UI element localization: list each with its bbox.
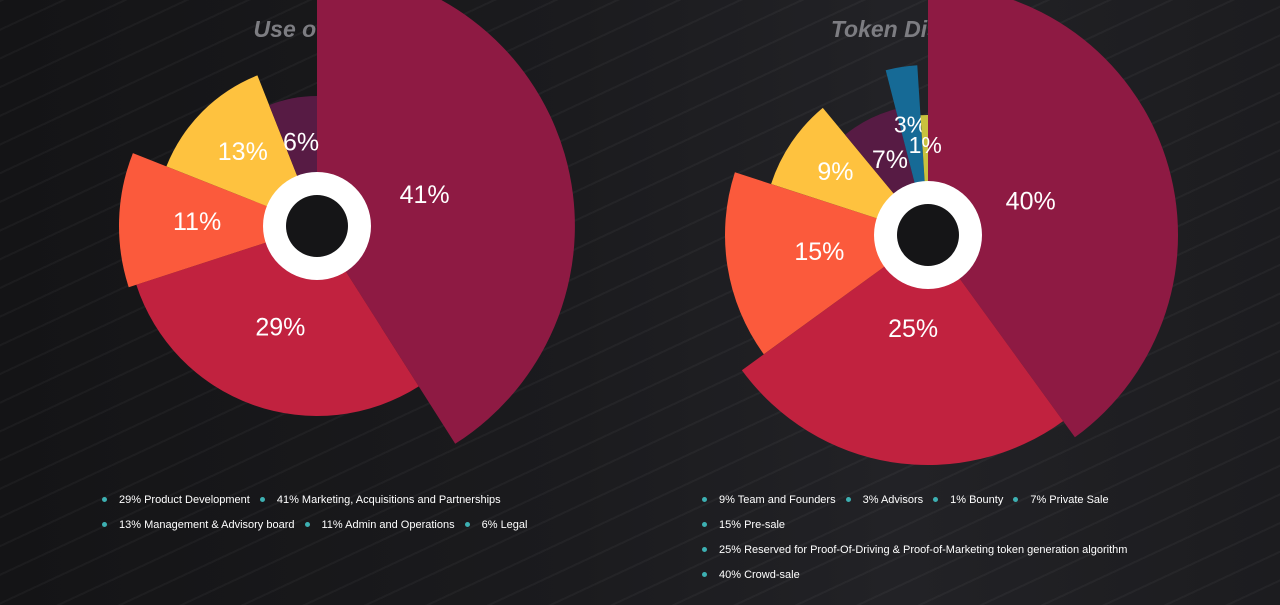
legend-bullet-icon <box>702 572 707 577</box>
legend-bullet-icon <box>702 547 707 552</box>
legend-row: 13% Management & Advisory board 11% Admin… <box>102 512 537 537</box>
legend-item: 3% Advisors <box>845 493 924 506</box>
legend-bullet-icon <box>845 497 851 502</box>
legend-label: 41% Marketing, Acquisitions and Partners… <box>276 493 501 506</box>
use-of-fund-legend: 29% Product Development 41% Marketing, Ac… <box>102 487 537 537</box>
pie-slice-15 <box>724 172 928 355</box>
slice-label-11: 11% <box>173 208 221 236</box>
legend-label: 29% Product Development <box>119 493 250 506</box>
slice-label-6: 6% <box>283 129 319 157</box>
legend-bullet-icon <box>102 522 107 527</box>
legend-item: 25% Reserved for Proof-Of-Driving & Proo… <box>702 544 1127 556</box>
legend-bullet-icon <box>102 497 107 502</box>
slice-label-41: 41% <box>400 181 450 209</box>
legend-bullet-icon <box>304 522 310 527</box>
center-hole <box>897 204 959 266</box>
legend-label: 25% Reserved for Proof-Of-Driving & Proo… <box>719 543 1128 556</box>
legend-item: 13% Management & Advisory board <box>102 519 295 531</box>
legend-row: 25% Reserved for Proof-Of-Driving & Proo… <box>702 537 1137 562</box>
pie-slice-25 <box>741 235 1064 466</box>
slice-label-13: 13% <box>218 138 268 166</box>
legend-label: 11% Admin and Operations <box>321 518 455 531</box>
slice-label-9: 9% <box>817 158 853 186</box>
use-of-fund-panel: Use of Fund 41%29%11%13%6% 29% Product D… <box>102 0 575 537</box>
legend-row: 15% Pre-sale <box>702 512 1137 537</box>
legend-label: 13% Management & Advisory board <box>119 518 295 531</box>
slice-label-40: 40% <box>1006 188 1056 216</box>
legend-label: 1% Bounty <box>950 493 1004 506</box>
legend-label: 6% Legal <box>481 518 528 531</box>
legend-item: 1% Bounty <box>933 494 1003 506</box>
slice-label-29: 29% <box>255 314 305 342</box>
legend-item: 29% Product Development <box>102 494 250 506</box>
legend-item: 41% Marketing, Acquisitions and Partners… <box>259 493 501 506</box>
legend-bullet-icon <box>1013 497 1019 502</box>
slice-label-25: 25% <box>888 315 938 343</box>
legend-bullet-icon <box>702 522 707 527</box>
legend-row: 9% Team and Founders 3% Advisors 1% Bounty… <box>702 487 1137 512</box>
legend-item: 15% Pre-sale <box>702 519 785 531</box>
legend-item: 11% Admin and Operations <box>304 518 455 531</box>
pie-slice-41 <box>317 0 575 444</box>
legend-row: 40% Crowd-sale <box>702 562 1137 587</box>
pie-slice-11 <box>118 153 317 288</box>
legend-item: 7% Private Sale <box>1013 493 1109 506</box>
legend-label: 40% Crowd-sale <box>719 568 800 581</box>
center-hole <box>286 195 348 257</box>
legend-label: 15% Pre-sale <box>719 518 786 531</box>
legend-item: 9% Team and Founders <box>702 494 836 506</box>
legend-row: 29% Product Development 41% Marketing, Ac… <box>102 487 537 512</box>
legend-bullet-icon <box>259 497 265 502</box>
slice-label-7: 7% <box>872 146 908 174</box>
legend-label: 3% Advisors <box>862 493 924 506</box>
legend-label: 9% Team and Founders <box>719 493 836 506</box>
legend-item: 6% Legal <box>464 518 528 531</box>
use-of-fund-chart: 41% 29% 11% 13% 6% <box>118 0 575 444</box>
legend-item: 40% Crowd-sale <box>702 569 800 581</box>
legend-label: 7% Private Sale <box>1030 493 1109 506</box>
pie-slice-29 <box>136 226 419 416</box>
slice-label-15: 15% <box>794 238 844 266</box>
pie-slice-40 <box>928 0 1179 438</box>
slice-label-1: 1% <box>909 132 942 158</box>
token-distribution-chart: 40%25%15%9% 7%3%1% <box>724 0 1179 466</box>
legend-bullet-icon <box>702 497 707 502</box>
token-distribution-legend: 9% Team and Founders 3% Advisors 1% Bounty… <box>702 487 1137 587</box>
legend-bullet-icon <box>464 522 470 527</box>
token-distribution-panel: Token Distribution 40%25%15%9%7%3%1% 9% … <box>640 0 1280 605</box>
legend-bullet-icon <box>933 497 939 502</box>
